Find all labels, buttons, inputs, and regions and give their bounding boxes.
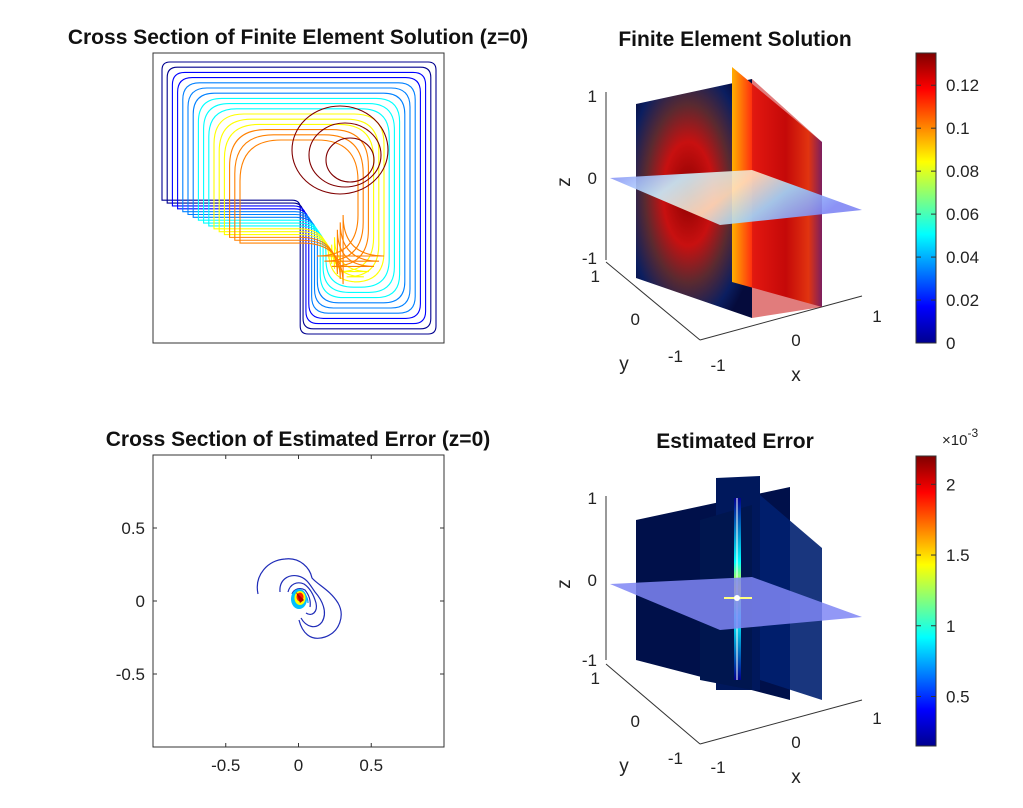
- y-axis-label: y: [619, 756, 629, 777]
- contour-level-line: [187, 87, 411, 309]
- contour-level-line: [203, 103, 395, 293]
- slice-error-zplane: [610, 577, 862, 630]
- z-tick-label: 1: [588, 489, 597, 508]
- contour-level-line: [223, 123, 375, 273]
- contour-level-line: [166, 66, 432, 330]
- y-tick-label: 0: [631, 712, 640, 731]
- contour-level-line: [234, 134, 380, 280]
- colorbar-tick-label: 0: [946, 334, 955, 353]
- y-tick-label: 1: [591, 267, 600, 286]
- y-tick-label: 0: [136, 592, 145, 611]
- colorbar-tick-label: 1.5: [946, 546, 970, 565]
- x-tick-label: 1: [872, 709, 881, 728]
- slice-error-title: Estimated Error: [656, 430, 814, 453]
- x-tick-label: 0: [294, 756, 303, 775]
- slice-error-plot: [605, 476, 863, 745]
- z-tick-label: -1: [582, 651, 597, 670]
- x-tick-label: 1: [872, 307, 881, 326]
- colorbar-tick-label: 0.04: [946, 248, 979, 267]
- x-tick-label: -1: [710, 356, 725, 375]
- contour-level-line: [308, 122, 382, 188]
- contour-level-line: [208, 108, 390, 288]
- colorbar-tick-label: 0.06: [946, 205, 979, 224]
- contour-solution-axes: [152, 52, 445, 344]
- z-tick-label: 0: [588, 571, 597, 590]
- colorbar-error: [915, 455, 937, 747]
- contour-level-line: [197, 97, 401, 299]
- colorbar-tick-label: 0.08: [946, 162, 979, 181]
- contour-solution-lines: [161, 61, 437, 335]
- colorbar-tick-label: 0.5: [946, 687, 970, 706]
- contour-level-line: [182, 82, 416, 314]
- y-tick-label: -0.5: [116, 665, 145, 684]
- contour-level-line: [239, 139, 385, 285]
- slice-solution-zplane: [610, 170, 862, 225]
- z-tick-label: 0: [588, 169, 597, 188]
- y-tick-label: 0.5: [121, 519, 145, 538]
- colorbar-tick-label: 1: [946, 617, 955, 636]
- z-axis-label: z: [554, 177, 575, 187]
- x-tick-label: -1: [710, 758, 725, 777]
- colorbar-tick-label: 0.12: [946, 76, 979, 95]
- colorbar-tick-label: 2: [946, 475, 955, 494]
- colorbar-error-exponent: ×10-3: [942, 426, 978, 449]
- slice-solution-plot: [605, 67, 863, 341]
- slice-solution-title: Finite Element Solution: [618, 28, 851, 51]
- x-tick-label: 0: [791, 733, 800, 752]
- x-tick-label: 0: [791, 331, 800, 350]
- contour-error-peak: [291, 589, 307, 609]
- colorbar-tick-label: 0.02: [946, 291, 979, 310]
- z-axis-label: z: [554, 579, 575, 589]
- contour-level-line: [218, 118, 380, 278]
- x-tick-label: -0.5: [211, 756, 240, 775]
- x-axis-label: x: [791, 767, 801, 788]
- y-axis-label: y: [619, 354, 629, 375]
- contour-level-line: [213, 113, 385, 283]
- colorbar-tick-label: 0.1: [946, 119, 970, 138]
- contour-solution-title: Cross Section of Finite Element Solution…: [68, 26, 528, 49]
- contour-level-line: [291, 105, 389, 195]
- contour-level-line: [177, 77, 421, 319]
- y-tick-label: 1: [591, 669, 600, 688]
- z-tick-label: -1: [582, 249, 597, 268]
- x-tick-label: 0.5: [359, 756, 383, 775]
- y-tick-label: 0: [631, 310, 640, 329]
- colorbar-solution: [915, 52, 937, 344]
- contour-level-line: [325, 137, 375, 183]
- z-tick-label: 1: [588, 87, 597, 106]
- x-axis-label: x: [791, 365, 801, 386]
- y-tick-label: -1: [668, 749, 683, 768]
- contour-error-title: Cross Section of Estimated Error (z=0): [106, 428, 491, 451]
- y-tick-label: -1: [668, 347, 683, 366]
